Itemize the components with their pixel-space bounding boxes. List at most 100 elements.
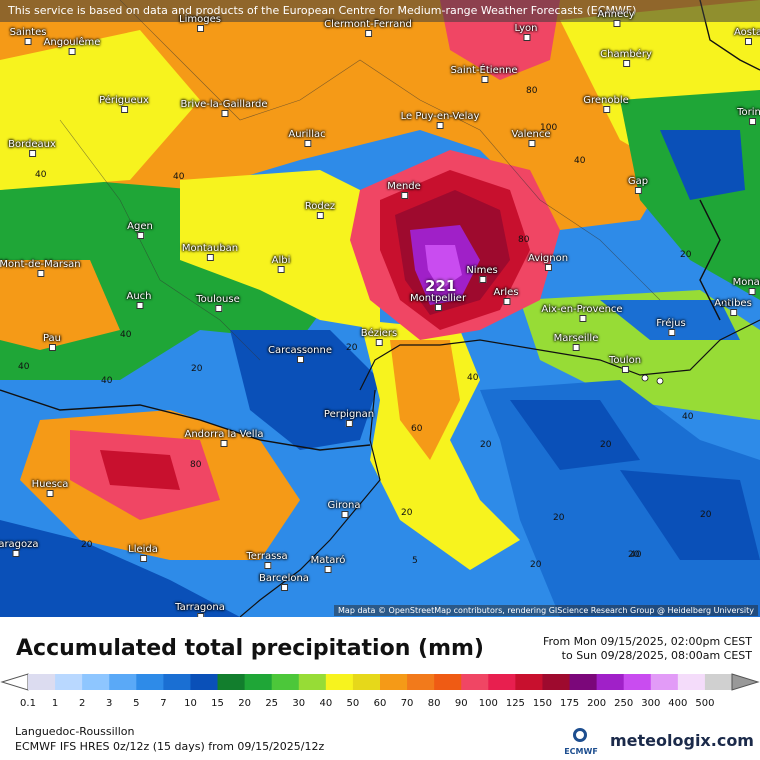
city-label: Grenoble	[583, 95, 629, 113]
legend-tick-label: 80	[427, 698, 441, 709]
contour-label: 20	[81, 540, 93, 550]
city-marker-icon	[545, 264, 552, 271]
city-label: Lleida	[128, 544, 158, 562]
city-marker-icon	[303, 140, 311, 147]
city-marker-icon	[523, 34, 530, 41]
city-marker-icon	[206, 254, 214, 261]
city-label: Albi	[272, 255, 290, 273]
city-label: Avignon	[528, 253, 568, 271]
city-label: Rodez	[305, 201, 335, 219]
city-marker-icon	[749, 118, 756, 125]
city-marker-icon	[573, 344, 580, 351]
legend-tick-label: 90	[454, 698, 468, 709]
city-label: Mont-de-Marsan	[0, 259, 81, 277]
legend-swatch	[82, 674, 110, 690]
legend-left-arrow	[0, 673, 29, 691]
city-marker-icon	[375, 339, 383, 346]
city-marker-icon	[503, 298, 510, 305]
city-label: Mataró	[311, 555, 345, 573]
contour-label: 40	[173, 172, 185, 182]
city-marker-icon	[281, 584, 288, 591]
city-marker-icon	[221, 110, 228, 117]
contour-label: 40	[630, 550, 642, 560]
chart-title: Accumulated total precipitation (mm)	[16, 636, 484, 661]
legend-swatch	[569, 674, 598, 690]
city-marker-icon	[436, 122, 444, 129]
city-label: Torino	[737, 107, 760, 125]
contour-label: 80	[526, 86, 538, 96]
city-label: Gap	[628, 176, 648, 194]
city-marker-icon	[29, 150, 36, 157]
contour-label: 60	[411, 424, 423, 434]
map-attribution: Map data © OpenStreetMap contributors, r…	[334, 605, 758, 616]
city-marker-icon	[69, 48, 76, 55]
meteologix-brand[interactable]: meteologix.com	[610, 731, 754, 750]
contour-label: 40	[120, 330, 132, 340]
city-label: Arles	[493, 287, 519, 305]
legend-tick-label: 3	[106, 698, 113, 709]
city-label: Montauban	[182, 243, 238, 261]
period-to: to Sun 09/28/2025, 08:00am CEST	[561, 649, 752, 662]
contour-label: 20	[628, 550, 640, 560]
city-label: Agen	[127, 221, 153, 239]
legend-tick-label: 20	[238, 698, 251, 709]
legend-tick-label: 150	[532, 698, 552, 709]
model-info: ECMWF IFS HRES 0z/12z (15 days) from 09/…	[15, 740, 325, 753]
legend-swatch	[434, 674, 462, 690]
city-marker-icon	[621, 366, 629, 373]
legend-tick-label: 175	[559, 698, 580, 709]
contour-label: 40	[18, 362, 30, 372]
color-legend: 0.1 1 2 3 5 7 10 15 20 25 30 40 50 60 70 80 90 100 125 150 1…	[0, 670, 760, 710]
legend-swatch	[461, 674, 489, 690]
city-label: Nimes	[466, 265, 498, 283]
legend-tick-label: 40	[319, 698, 333, 709]
legend-bar	[0, 673, 760, 691]
legend-swatch	[542, 674, 571, 690]
legend-tick-label: 125	[505, 698, 525, 709]
contour-label: 5	[412, 556, 418, 566]
contour-label: 100	[540, 123, 558, 133]
legend-swatch	[298, 674, 327, 690]
legend-tick-label: 50	[346, 698, 360, 709]
ecmwf-logo-text: ECMWF	[564, 747, 598, 756]
contour-label: 40	[101, 376, 113, 386]
city-label: Le Puy-en-Velay	[401, 111, 479, 129]
legend-swatch	[677, 674, 706, 690]
city-marker-icon	[324, 566, 332, 573]
city-marker-icon	[340, 511, 348, 518]
city-marker-icon	[623, 60, 630, 67]
contour-label: 20	[401, 508, 413, 518]
legend-swatch	[596, 674, 625, 690]
legend-tick-label: 5	[133, 698, 140, 709]
legend-tick-label: 2	[78, 698, 86, 709]
city-marker-icon	[481, 76, 488, 83]
legend-swatch	[163, 674, 191, 690]
city-label: Monaco	[733, 277, 760, 295]
legend-swatch	[244, 674, 273, 690]
city-label: Huesca	[32, 479, 68, 497]
city-label: Saint-Étienne	[450, 65, 518, 83]
city-label: Valence	[511, 129, 551, 147]
city-label: Girona	[327, 500, 361, 518]
region-name: Languedoc-Roussillon	[15, 725, 135, 738]
legend-swatch	[623, 674, 652, 690]
legend-tick-label: 400	[668, 698, 688, 709]
legend-tick-label: 500	[695, 698, 715, 709]
city-marker-icon	[401, 192, 408, 199]
contour-label: 20	[346, 343, 358, 353]
contour-label: 20	[680, 250, 692, 260]
city-label: Limoges	[179, 14, 221, 32]
city-label: Brive-la-Gaillarde	[180, 99, 268, 117]
city-marker-icon	[730, 309, 737, 316]
city-marker-icon	[263, 562, 271, 569]
ecmwf-logo-icon	[573, 728, 587, 742]
precipitation-map: This service is based on data and produc…	[0, 0, 760, 617]
city-label: Barcelona	[259, 573, 309, 591]
city-label: Chambéry	[600, 49, 652, 67]
city-label: Toulon	[609, 355, 641, 373]
contour-label: 20	[700, 510, 712, 520]
contour-label: 20	[480, 440, 492, 450]
city-marker-icon	[197, 613, 204, 617]
city-marker-icon	[12, 550, 19, 557]
city-label: Béziers	[361, 328, 397, 346]
